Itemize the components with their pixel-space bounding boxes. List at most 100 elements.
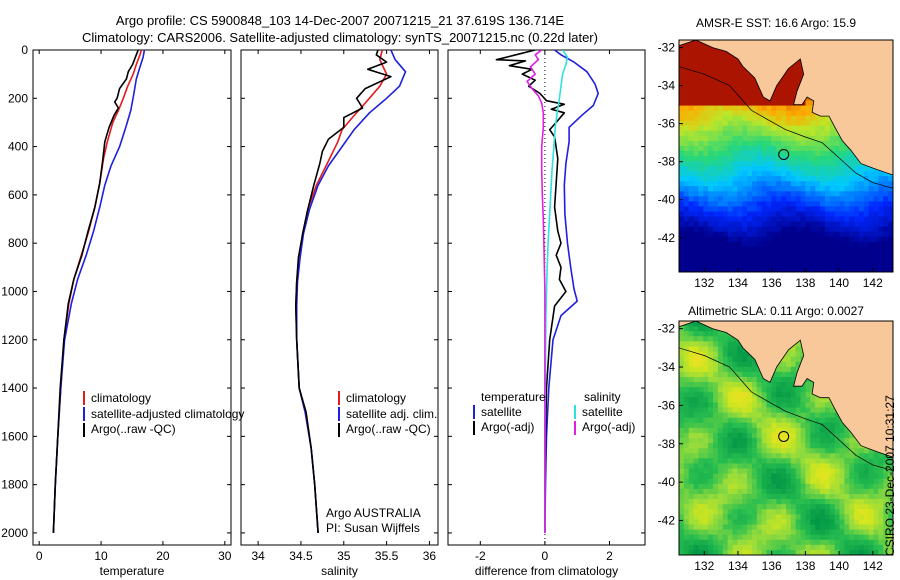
- map-cell: [737, 70, 743, 76]
- map-cell: [849, 186, 855, 192]
- y-tick-label: -36: [658, 398, 676, 412]
- float-position-marker: [778, 148, 790, 160]
- series-group: [52, 50, 146, 533]
- map-cell: [751, 216, 758, 223]
- map-cell: [854, 261, 860, 268]
- map-cell: [722, 161, 729, 167]
- map-cell: [766, 166, 773, 172]
- map-cell: [805, 246, 811, 253]
- map-cell: [824, 246, 831, 253]
- map-cell: [756, 95, 763, 102]
- map-cell: [708, 261, 714, 268]
- map-cell: [795, 201, 802, 208]
- map-cell: [810, 499, 816, 505]
- map-cell: [810, 176, 816, 182]
- map-cell: [771, 478, 777, 485]
- map-cell: [771, 468, 777, 475]
- map-cell: [732, 156, 738, 162]
- map-cell: [858, 256, 865, 263]
- map-cell: [722, 75, 729, 81]
- map-cell: [679, 181, 685, 187]
- map-cell: [834, 251, 841, 258]
- map-cell: [820, 216, 826, 223]
- map-cell: [683, 166, 690, 172]
- map-cell: [737, 504, 743, 510]
- map-cell: [776, 246, 782, 253]
- map-cell: [873, 504, 880, 510]
- map-cell: [771, 529, 777, 536]
- map-cell: [722, 166, 729, 172]
- map-cell: [688, 468, 695, 475]
- map-cell: [742, 90, 748, 97]
- map-cell: [727, 493, 734, 500]
- map-cell: [756, 150, 763, 157]
- map-cell: [679, 105, 685, 112]
- map-cell: [834, 432, 841, 439]
- map-cell: [703, 186, 709, 192]
- map-cell: [727, 201, 734, 208]
- map-cell: [737, 125, 743, 132]
- map-cell: [683, 438, 690, 444]
- map-cell: [771, 206, 777, 213]
- map-cell: [883, 236, 889, 243]
- map-cell: [786, 397, 792, 403]
- map-cell: [854, 443, 860, 449]
- map-cell: [751, 371, 758, 378]
- map-cell: [873, 236, 880, 243]
- map-cell: [815, 463, 821, 470]
- map-cell: [820, 438, 826, 444]
- map-cell: [727, 448, 734, 454]
- map-cell: [844, 432, 850, 439]
- map-cell: [766, 407, 773, 414]
- map-cell: [863, 231, 870, 238]
- map-cell: [800, 211, 807, 218]
- map-cell: [781, 432, 787, 439]
- map-cell: [742, 140, 748, 147]
- map-cell: [786, 256, 792, 263]
- map-cell: [800, 161, 807, 167]
- map-cell: [786, 488, 792, 495]
- map-cell: [878, 493, 884, 500]
- map-cell: [708, 45, 714, 51]
- map-cell: [776, 387, 782, 393]
- map-cell: [751, 241, 758, 248]
- map-cell: [844, 186, 850, 192]
- map-cell: [756, 135, 763, 142]
- map-cell: [742, 256, 748, 263]
- map-cell: [727, 458, 734, 465]
- map-cell: [727, 336, 734, 342]
- map-cell: [732, 504, 738, 510]
- map-cell: [679, 150, 685, 157]
- map-cell: [688, 321, 695, 327]
- map-cell: [868, 231, 875, 238]
- map-cell: [727, 392, 734, 398]
- map-cell: [781, 376, 787, 383]
- map-cell: [717, 397, 724, 403]
- map-cell: [688, 125, 695, 132]
- map-cell: [679, 216, 685, 223]
- map-cell: [727, 60, 734, 66]
- map-cell: [883, 256, 889, 263]
- map-cell: [698, 105, 704, 112]
- map-cell: [727, 256, 734, 263]
- map-cell: [795, 166, 802, 172]
- map-cell: [786, 509, 792, 515]
- map-cell: [683, 80, 690, 86]
- map-cell: [742, 493, 748, 500]
- map-cell: [771, 407, 777, 414]
- map-cell: [737, 351, 743, 358]
- map-cell: [878, 504, 884, 510]
- map-cell: [713, 156, 719, 162]
- map-cell: [820, 211, 826, 218]
- map-cell: [820, 206, 826, 213]
- map-cell: [834, 463, 841, 470]
- map-cell: [756, 236, 763, 243]
- series-line-argo-raw-qc-: [295, 50, 392, 533]
- map-cell: [766, 145, 773, 152]
- map-cell: [829, 412, 836, 419]
- map-cell: [781, 186, 787, 192]
- map-cell: [708, 493, 714, 500]
- x-tick-label: 36: [423, 549, 437, 563]
- map-cell: [761, 241, 768, 248]
